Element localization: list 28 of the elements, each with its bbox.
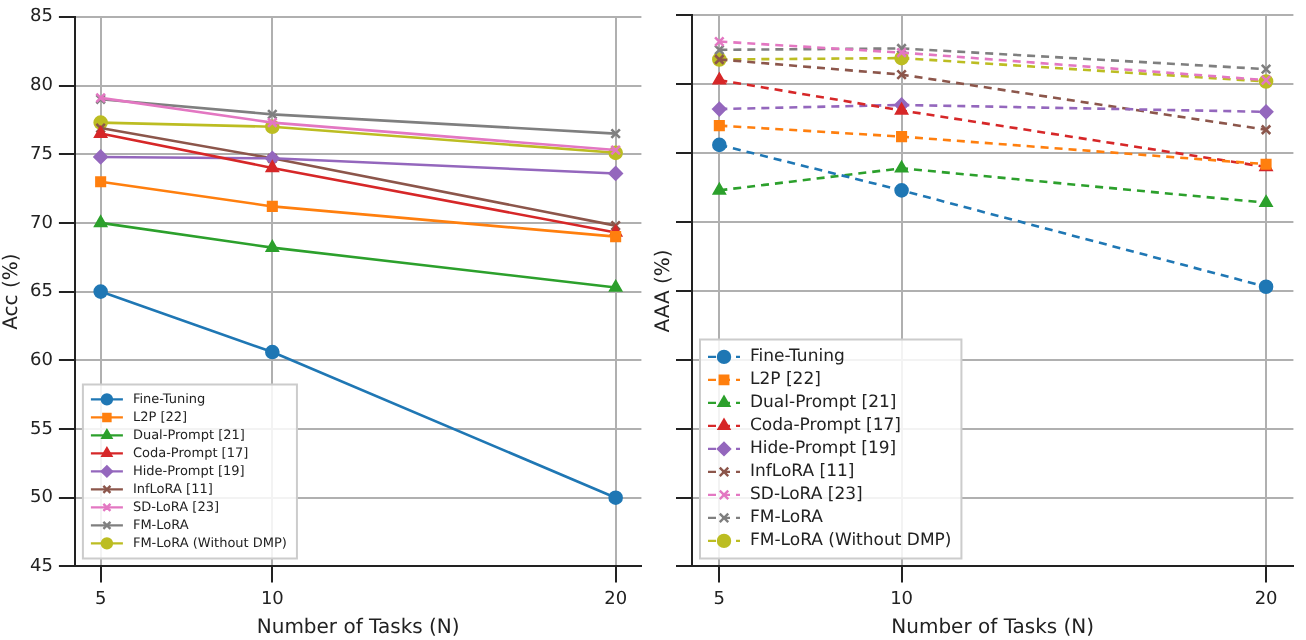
x-tick-label: 5 [94,589,107,610]
y-tick-label: 60 [30,350,54,371]
y-tick-label: 65 [30,282,53,303]
x-axis-title: Number of Tasks (N) [891,617,1095,640]
x-tick-label: 20 [604,589,628,610]
x-tick-label: 5 [713,589,726,610]
y-axis-title: AAA (%) [653,249,676,333]
legend-label: FM-LoRA (Without DMP) [750,531,952,552]
x-tick-label: 10 [260,589,285,610]
y-tick-label: 80 [30,76,54,97]
y-tick-label: 85 [30,7,53,28]
y-tick-label: 50 [30,488,54,509]
legend-label: Dual-Prompt [21] [750,393,897,414]
y-tick-label: 70 [30,213,54,234]
legend-label: L2P [22] [750,370,821,391]
y-tick-label: 55 [30,419,53,440]
legend-label: FM-LoRA [750,508,824,529]
y-tick-label: 45 [30,557,53,578]
legend-label: Fine-Tuning [750,347,845,368]
x-axis-title: Number of Tasks (N) [256,617,460,640]
legend-label: Coda-Prompt [17] [750,416,901,437]
y-axis-title: Acc (%) [1,253,24,330]
legend-label: Hide-Prompt [19] [750,439,897,460]
x-tick-label: 20 [1254,589,1279,610]
legend-label: SD-LoRA [23] [750,485,863,506]
legend-label: InfLoRA [11] [750,462,855,483]
x-tick-label: 10 [890,589,914,610]
y-tick-label: 75 [30,144,53,165]
